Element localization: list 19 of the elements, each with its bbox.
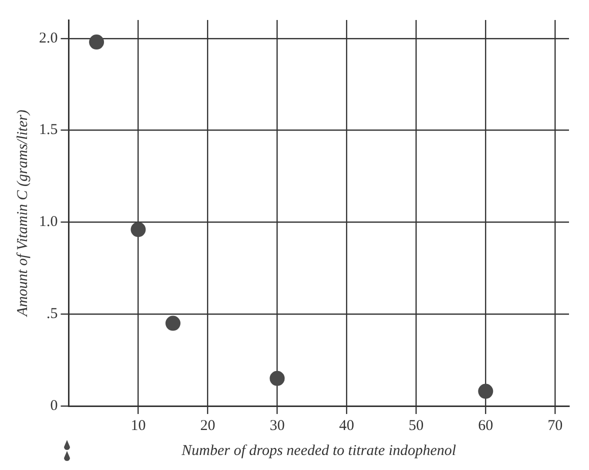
point (270, 370, 285, 386)
y-tick-label: 1.0 (39, 214, 58, 230)
x-tick-label: 40 (339, 418, 354, 434)
x-tick-label: 50 (408, 418, 424, 434)
point (130, 222, 146, 238)
y-tick-label: .5 (46, 306, 58, 322)
y-tick-label: 1.5 (39, 122, 58, 138)
y-axis-title: Amount of Vitamin C (grams/liter) (14, 110, 31, 318)
x-tick-label: 30 (270, 418, 285, 434)
point (478, 384, 494, 399)
y-tick-label: 2.0 (39, 30, 58, 46)
y-tick-label: 0 (50, 398, 58, 414)
x-tick-label: 70 (548, 418, 563, 434)
x-tick-label: 10 (130, 418, 146, 434)
x-tick-label: 20 (200, 418, 216, 434)
point (165, 316, 180, 331)
x-axis-title: Number of drops needed to titrate indophenol (180, 442, 456, 459)
point (89, 34, 104, 50)
x-tick-label: 60 (478, 418, 494, 434)
